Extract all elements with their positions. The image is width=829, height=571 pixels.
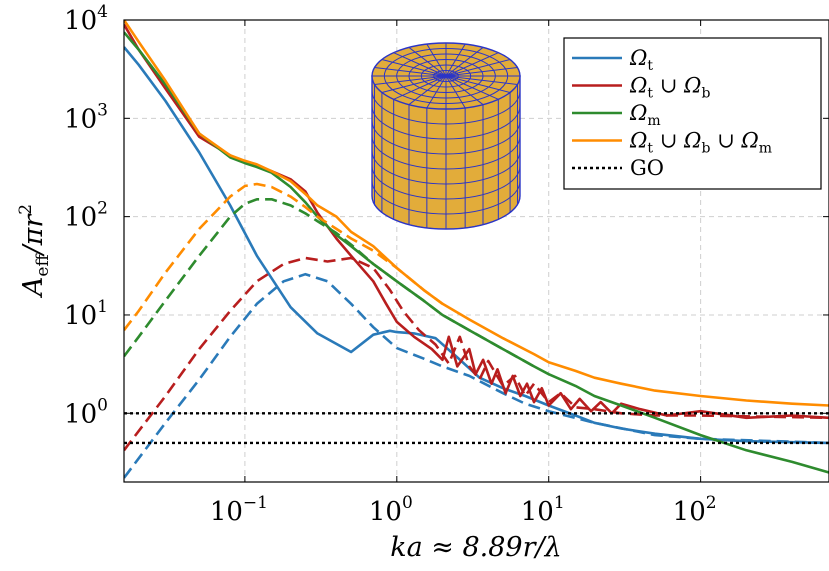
- y-tick-label: 102: [64, 199, 108, 233]
- x-tick-label: 102: [673, 493, 717, 527]
- y-tick-label: 101: [64, 297, 108, 331]
- series-line: [124, 272, 829, 479]
- y-tick-label: 104: [64, 2, 108, 36]
- x-axis-title: ka ≈ 8.89r/λ: [390, 532, 561, 563]
- series-line: [124, 31, 829, 474]
- x-tick-label: 10−1: [210, 493, 268, 527]
- x-tick-label: 100: [369, 493, 413, 527]
- cylinder-mesh-image: [371, 42, 521, 230]
- series-line: [124, 198, 535, 368]
- legend-label: Ωt ∪ Ωb: [629, 74, 710, 102]
- y-tick-label: 103: [64, 100, 108, 134]
- x-tick-label: 101: [521, 493, 565, 527]
- y-tick-label: 100: [64, 395, 108, 429]
- legend-label: Ωm: [629, 101, 661, 129]
- legend-label: GO: [630, 156, 664, 180]
- legend-label: Ωt: [629, 46, 653, 74]
- series-line: [124, 256, 829, 452]
- axis-ticks: 10−1 100 101 102 100 101 102 103 104: [64, 2, 829, 527]
- series-layer: [124, 20, 829, 479]
- series-line: [124, 182, 444, 331]
- legend-label: Ωt ∪ Ωb ∪ Ωm: [629, 129, 772, 157]
- plot-frame: [123, 19, 829, 483]
- y-axis-title: Aeff/πr2: [16, 204, 53, 299]
